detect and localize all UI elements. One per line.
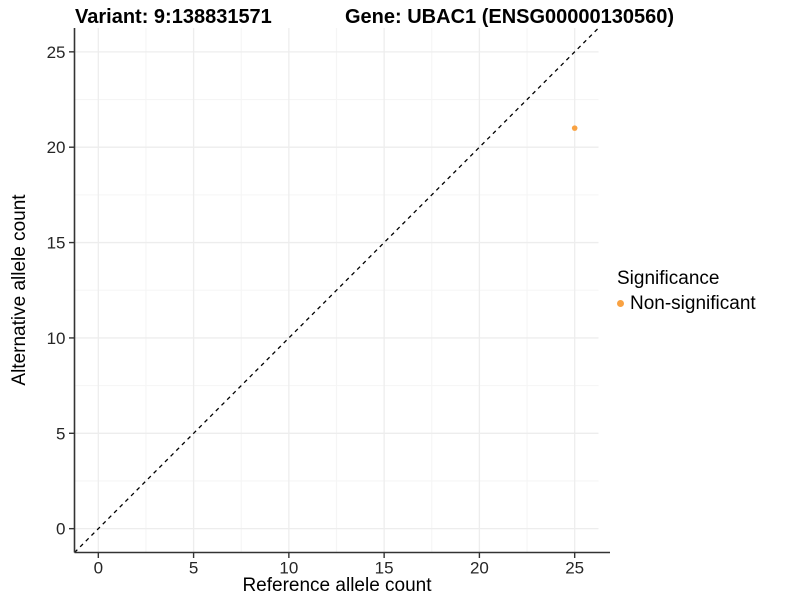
legend-items: Non-significant [617, 292, 756, 315]
gridlines-minor [74, 28, 599, 553]
y-tick-label: 0 [56, 520, 65, 539]
legend-item: Non-significant [617, 292, 756, 315]
x-tick-label: 10 [279, 559, 298, 578]
legend: Significance Non-significant [617, 267, 756, 315]
x-tick-label: 15 [375, 559, 394, 578]
axis-ticks [69, 51, 576, 558]
x-tick-label: 5 [189, 559, 198, 578]
plot-title-gene: Gene: UBAC1 (ENSG00000130560) [345, 6, 675, 28]
y-tick-label: 20 [47, 138, 66, 157]
y-tick-label: 15 [47, 234, 66, 253]
identity-line [74, 27, 599, 553]
legend-key-dot-icon [617, 300, 624, 307]
data-points [571, 125, 578, 131]
y-tick-label: 25 [47, 43, 66, 62]
x-axis-title: Reference allele count [242, 575, 432, 596]
legend-title: Significance [617, 268, 720, 289]
tick-labels: 0 5 10 15 20 25 0 5 10 15 20 25 [47, 43, 585, 578]
x-tick-label: 25 [565, 559, 584, 578]
plot-title-variant: Variant: 9:138831571 [75, 6, 272, 28]
y-tick-label: 5 [56, 424, 65, 443]
axis-lines [73, 28, 610, 554]
gridlines-major [74, 28, 599, 553]
x-tick-label: 0 [94, 559, 103, 578]
data-point [571, 125, 578, 131]
y-tick-label: 10 [47, 329, 66, 348]
legend-item-label: Non-significant [630, 293, 756, 314]
x-tick-label: 20 [470, 559, 489, 578]
